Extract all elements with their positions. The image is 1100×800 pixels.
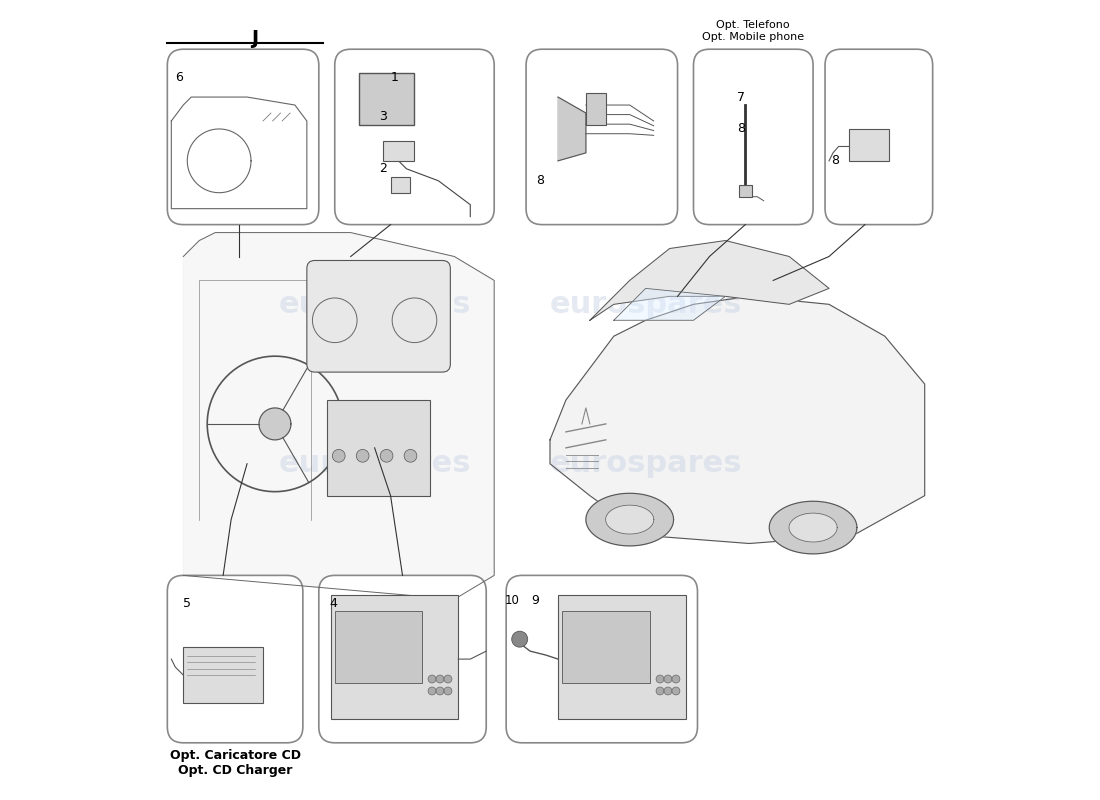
FancyBboxPatch shape <box>506 575 697 743</box>
Text: J: J <box>252 30 258 48</box>
Polygon shape <box>614 288 725 320</box>
FancyBboxPatch shape <box>319 575 486 743</box>
FancyBboxPatch shape <box>331 595 459 719</box>
Circle shape <box>428 687 436 695</box>
Circle shape <box>444 675 452 683</box>
FancyBboxPatch shape <box>334 50 494 225</box>
Circle shape <box>404 450 417 462</box>
FancyBboxPatch shape <box>307 261 450 372</box>
Circle shape <box>428 675 436 683</box>
Text: 8: 8 <box>537 174 544 187</box>
FancyBboxPatch shape <box>739 185 751 197</box>
Polygon shape <box>769 502 857 554</box>
Text: 7: 7 <box>737 90 746 103</box>
Circle shape <box>664 675 672 683</box>
FancyBboxPatch shape <box>390 177 410 193</box>
Circle shape <box>672 687 680 695</box>
FancyBboxPatch shape <box>167 50 319 225</box>
Polygon shape <box>789 513 837 542</box>
Circle shape <box>656 687 664 695</box>
Text: eurospares: eurospares <box>278 450 471 478</box>
Polygon shape <box>590 241 829 320</box>
Circle shape <box>672 675 680 683</box>
FancyBboxPatch shape <box>359 73 415 125</box>
FancyBboxPatch shape <box>167 575 302 743</box>
Polygon shape <box>550 296 925 543</box>
Text: Opt. Caricatore CD
Opt. CD Charger: Opt. Caricatore CD Opt. CD Charger <box>169 749 300 777</box>
FancyBboxPatch shape <box>184 647 263 703</box>
FancyBboxPatch shape <box>849 129 889 161</box>
Polygon shape <box>258 408 290 440</box>
FancyBboxPatch shape <box>586 93 606 125</box>
Text: 2: 2 <box>378 162 386 175</box>
FancyBboxPatch shape <box>383 141 415 161</box>
Circle shape <box>444 687 452 695</box>
FancyBboxPatch shape <box>562 611 650 683</box>
Polygon shape <box>558 97 586 161</box>
Circle shape <box>356 450 369 462</box>
FancyBboxPatch shape <box>693 50 813 225</box>
Text: eurospares: eurospares <box>549 450 741 478</box>
Text: 10: 10 <box>505 594 520 607</box>
Circle shape <box>436 687 444 695</box>
FancyBboxPatch shape <box>334 611 422 683</box>
Text: Opt. Telefono
Opt. Mobile phone: Opt. Telefono Opt. Mobile phone <box>702 20 804 42</box>
Text: 3: 3 <box>378 110 386 123</box>
Polygon shape <box>586 494 673 546</box>
Circle shape <box>332 450 345 462</box>
Circle shape <box>381 450 393 462</box>
Circle shape <box>436 675 444 683</box>
Circle shape <box>664 687 672 695</box>
FancyBboxPatch shape <box>526 50 678 225</box>
FancyBboxPatch shape <box>825 50 933 225</box>
Text: eurospares: eurospares <box>278 290 471 319</box>
Polygon shape <box>606 505 653 534</box>
Circle shape <box>512 631 528 647</box>
Text: 4: 4 <box>329 597 337 610</box>
Text: 1: 1 <box>390 70 398 84</box>
Text: 8: 8 <box>737 122 746 135</box>
FancyBboxPatch shape <box>327 400 430 496</box>
Text: 8: 8 <box>832 154 839 167</box>
Text: 9: 9 <box>531 594 539 607</box>
Text: 5: 5 <box>184 597 191 610</box>
Circle shape <box>656 675 664 683</box>
Polygon shape <box>184 233 494 599</box>
FancyBboxPatch shape <box>558 595 685 719</box>
Text: eurospares: eurospares <box>549 290 741 319</box>
Text: 6: 6 <box>175 70 184 84</box>
